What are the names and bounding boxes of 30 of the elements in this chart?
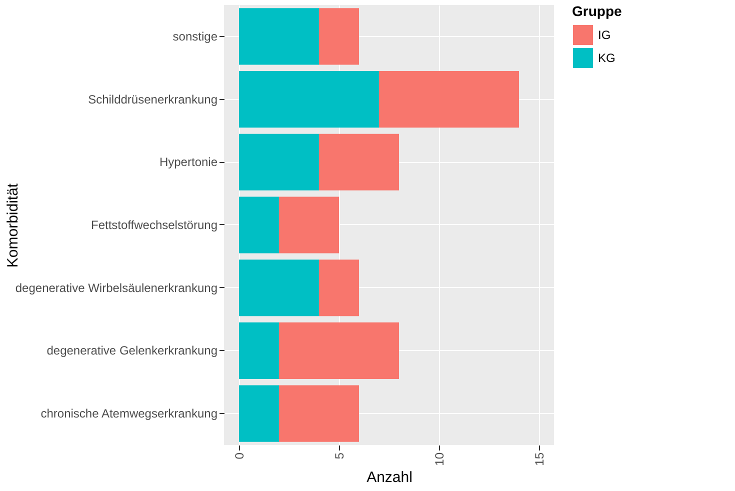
bar — [379, 71, 519, 128]
y-tick-label: sonstige — [172, 29, 218, 44]
bar — [239, 260, 319, 316]
bar — [279, 196, 339, 254]
x-tick-label: 0 — [232, 452, 246, 460]
x-axis-title: Anzahl — [366, 468, 412, 486]
legend-label: KG — [598, 51, 616, 65]
y-tick-label: degenerative Wirbelsäulenerkrankung — [15, 280, 218, 295]
y-tick-label: degenerative Gelenkerkrankung — [46, 344, 218, 358]
y-axis-title: Komorbidität — [4, 182, 22, 268]
bar — [239, 385, 279, 442]
bar — [239, 134, 319, 190]
y-tick-label: Hypertonie — [159, 155, 218, 170]
y-tick-label: Fettstoffwechselstörung — [90, 218, 218, 232]
x-tick-label: 15 — [532, 452, 546, 466]
bar — [319, 8, 359, 65]
bar — [239, 8, 319, 65]
bar — [279, 322, 399, 379]
bar — [319, 134, 399, 190]
x-tick-label: 5 — [332, 452, 346, 460]
legend-title: Gruppe — [572, 3, 622, 19]
bar — [319, 260, 359, 316]
bar — [239, 196, 279, 254]
legend-label: IG — [598, 28, 611, 42]
bar — [239, 322, 279, 379]
x-tick-label: 10 — [432, 452, 446, 466]
bar — [279, 385, 359, 442]
bar — [239, 71, 379, 128]
y-tick-label: chronische Atemwegserkrankung — [40, 406, 218, 421]
y-tick-label: Schilddrüsenerkrankung — [88, 92, 218, 106]
